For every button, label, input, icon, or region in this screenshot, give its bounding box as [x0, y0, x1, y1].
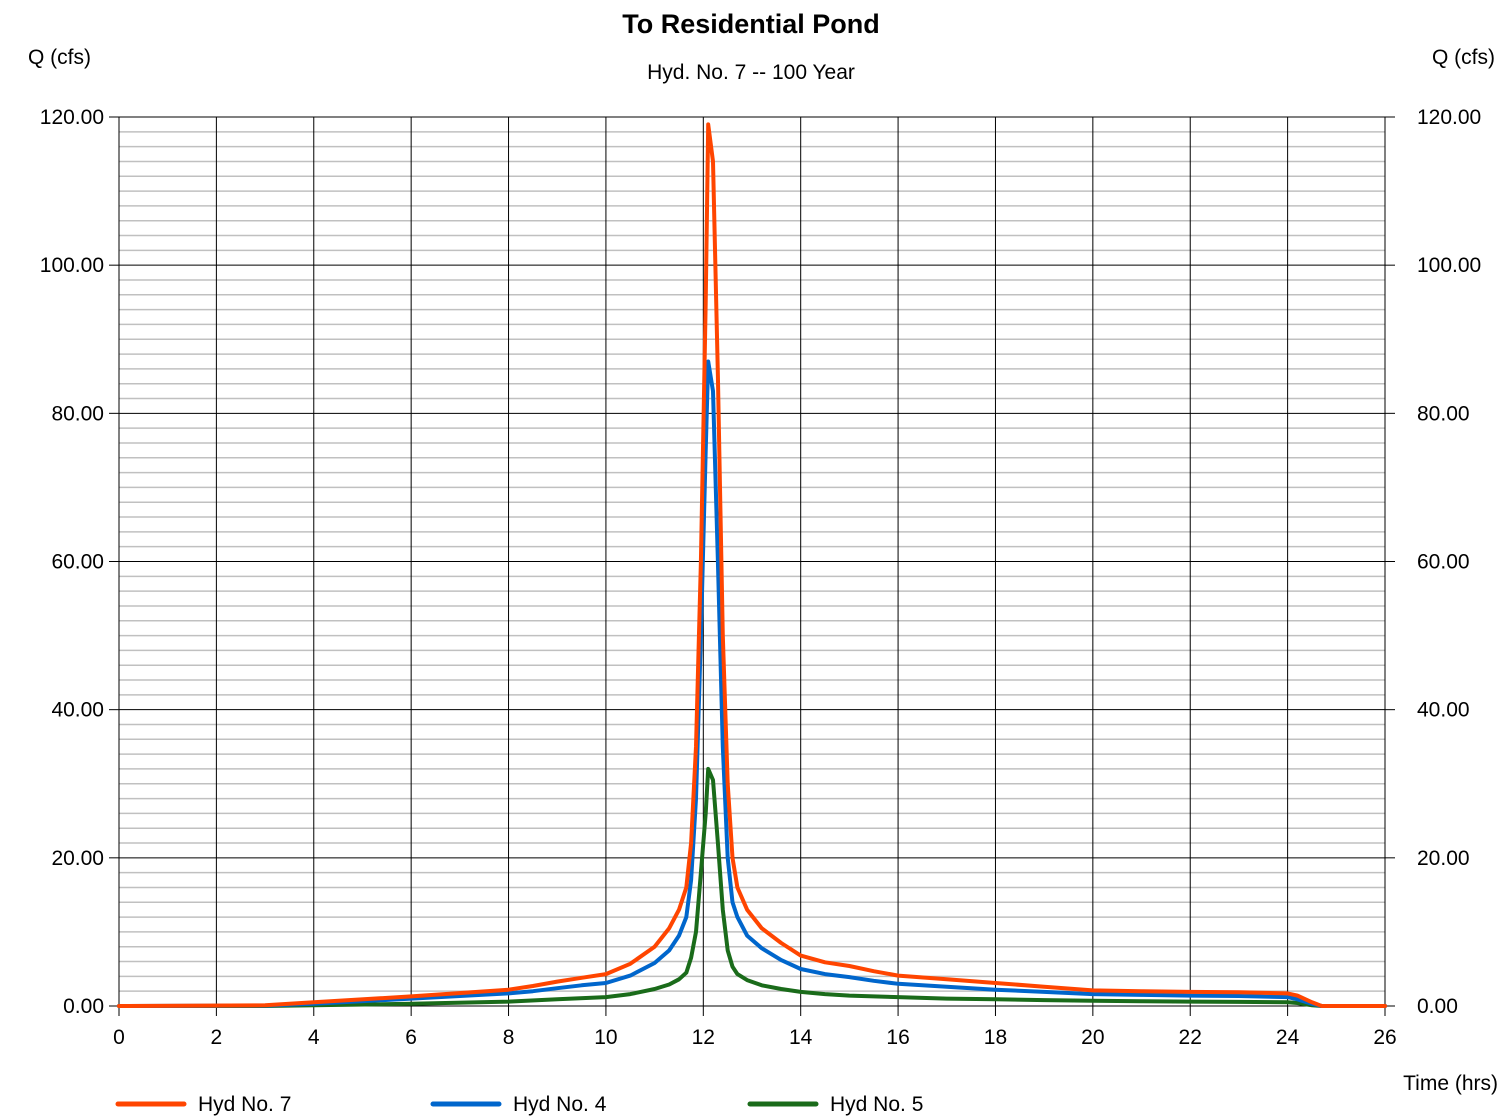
y-tick-label-left: 100.00 [40, 254, 104, 277]
chart-title: To Residential Pond [622, 9, 880, 39]
y-tick-label-left: 20.00 [51, 847, 104, 870]
y-tick-label-right: 100.00 [1417, 254, 1481, 277]
y-tick-label-left: 80.00 [51, 402, 104, 425]
y-axis-label-left: Q (cfs) [28, 46, 91, 69]
series-line-hyd-no-7 [117, 122, 1387, 1008]
y-axis-label-right: Q (cfs) [1432, 46, 1495, 69]
x-tick-label: 12 [692, 1026, 715, 1049]
x-tick-label: 26 [1373, 1026, 1396, 1049]
chart-subtitle: Hyd. No. 7 -- 100 Year [647, 61, 855, 84]
x-tick-label: 14 [789, 1026, 813, 1049]
x-tick-label: 20 [1081, 1026, 1104, 1049]
x-tick-label: 4 [308, 1026, 320, 1049]
series-line-hyd-no-4 [117, 359, 1387, 1008]
x-tick-label: 24 [1276, 1026, 1300, 1049]
y-tick-label-right: 60.00 [1417, 551, 1470, 574]
legend-label: Hyd No. 4 [513, 1093, 607, 1116]
x-tick-label: 16 [886, 1026, 909, 1049]
legend-label: Hyd No. 5 [830, 1093, 923, 1116]
series-line-hyd-no-5 [117, 766, 1387, 1008]
y-tick-label-left: 40.00 [51, 699, 104, 722]
y-tick-label-right: 0.00 [1417, 995, 1458, 1018]
x-tick-label: 22 [1179, 1026, 1202, 1049]
series-lines [117, 122, 1387, 1008]
y-tick-label-left: 120.00 [40, 106, 104, 129]
x-tick-label: 0 [113, 1026, 125, 1049]
minor-gridlines [119, 131, 1385, 992]
y-tick-label-right: 80.00 [1417, 402, 1470, 425]
legend: Hyd No. 7 Hyd No. 4 Hyd No. 5 [115, 1093, 923, 1116]
y-tick-label-right: 40.00 [1417, 699, 1470, 722]
x-axis-label: Time (hrs) [1403, 1072, 1498, 1095]
y-tick-label-left: 60.00 [51, 551, 104, 574]
x-tick-label: 18 [984, 1026, 1007, 1049]
legend-label: Hyd No. 7 [198, 1093, 291, 1116]
x-tick-labels: 0 2 4 6 8 10 12 14 16 18 20 22 24 26 [113, 1006, 1397, 1049]
x-tick-label: 8 [503, 1026, 515, 1049]
x-tick-label: 6 [405, 1026, 417, 1049]
x-tick-label: 10 [594, 1026, 617, 1049]
y-tick-label-left: 0.00 [63, 995, 104, 1018]
x-tick-label: 2 [211, 1026, 223, 1049]
y-tick-label-right: 20.00 [1417, 847, 1470, 870]
y-tick-labels: 0.00 0.00 20.00 20.00 40.00 40.00 60.00 60.00 80… [40, 106, 1481, 1018]
y-tick-label-right: 120.00 [1417, 106, 1481, 129]
